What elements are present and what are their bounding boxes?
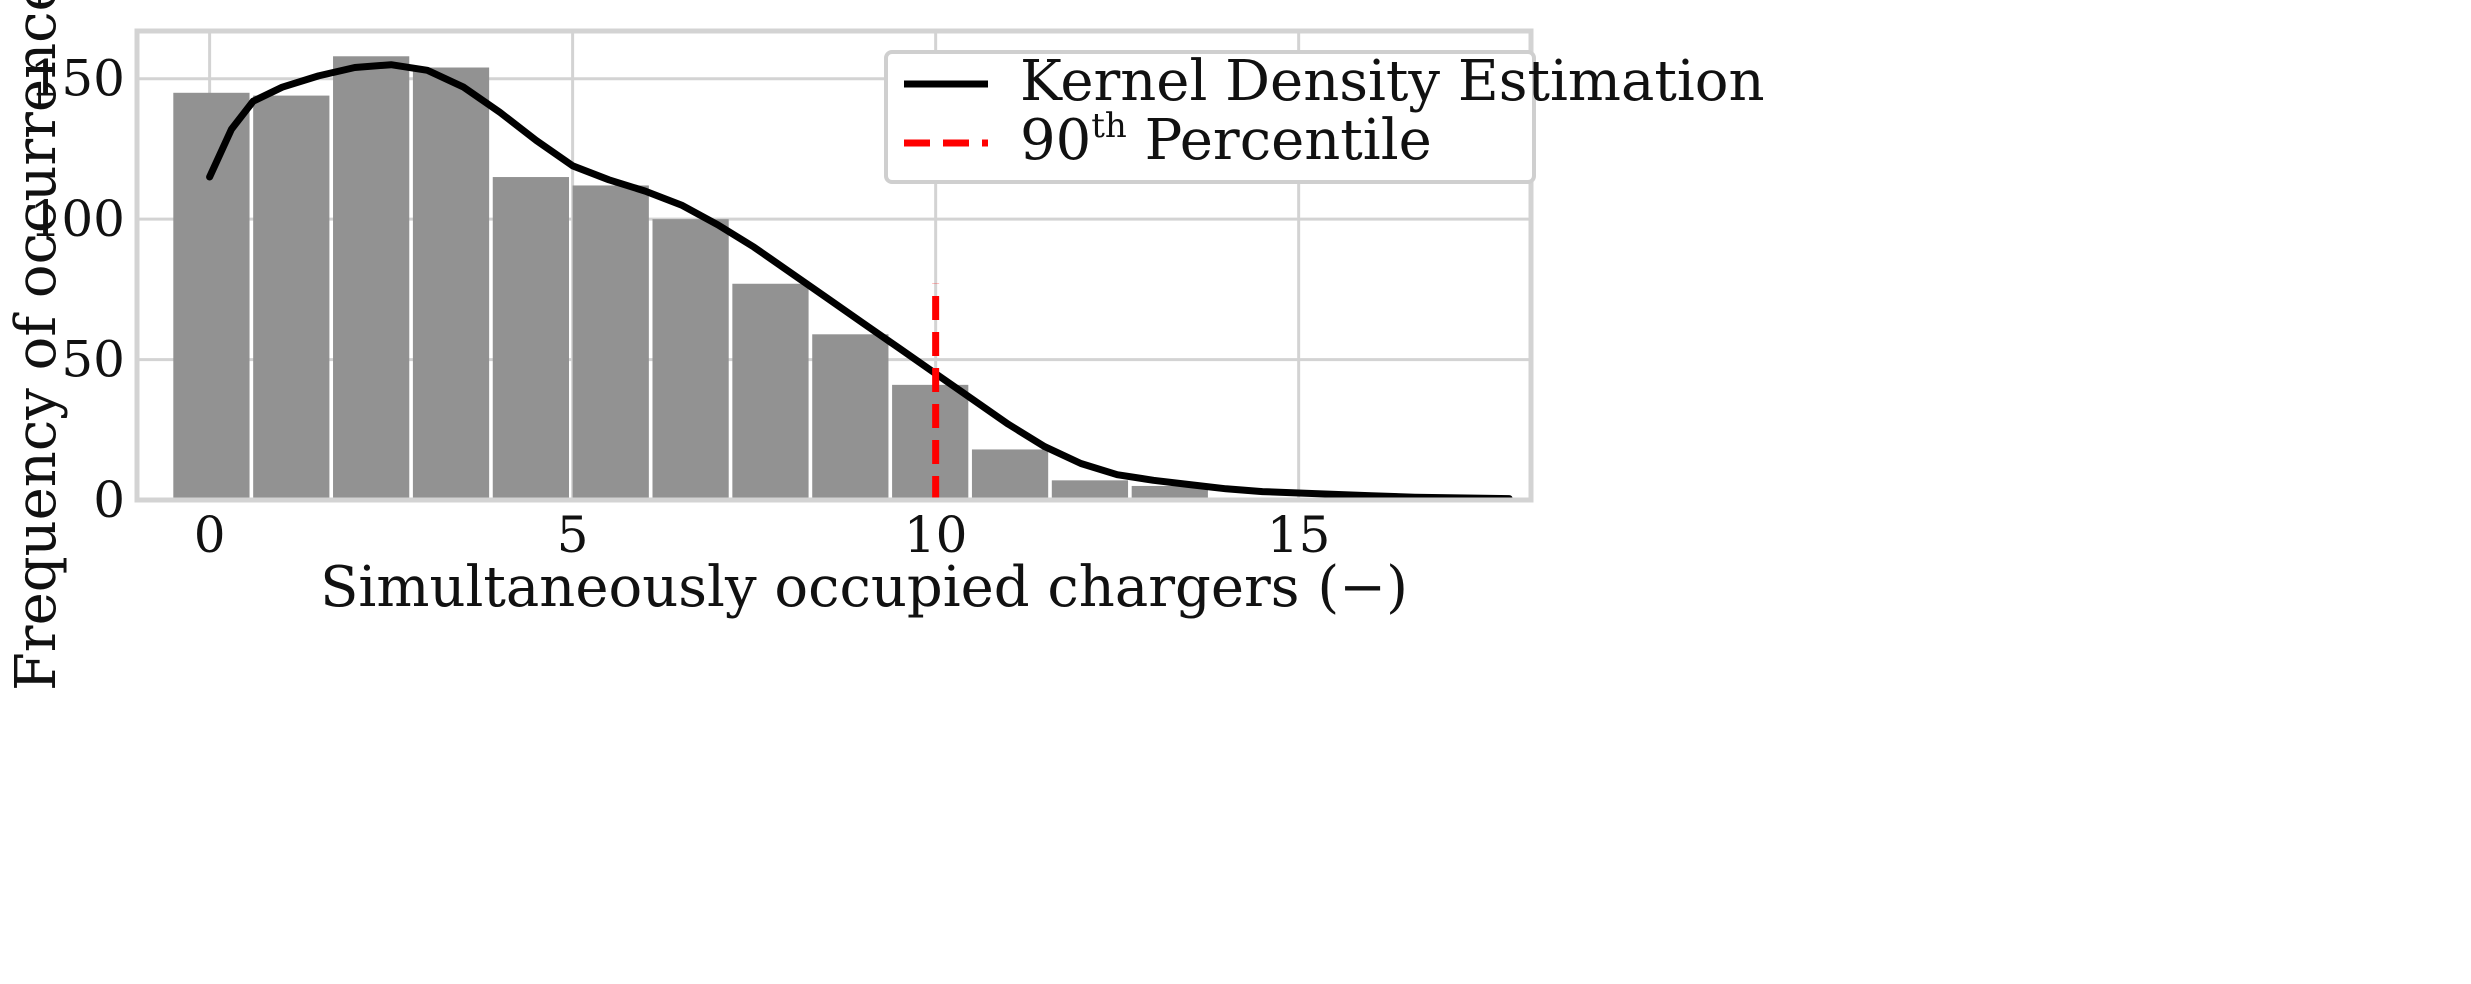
x-axis-label: Simultaneously occupied chargers (−): [320, 555, 1408, 620]
legend-box: [884, 50, 1536, 184]
x-tick-label: 10: [904, 506, 968, 564]
histogram-bar: [173, 92, 250, 501]
y-tick-label: 100: [30, 190, 125, 248]
histogram-bar: [892, 384, 969, 500]
y-tick-labels: 0 50 100 150: [30, 50, 125, 529]
x-tick-label: 5: [557, 506, 589, 564]
legend-kde-label: Kernel Density Estimation: [1020, 49, 1765, 114]
histogram-bar: [1131, 485, 1208, 500]
histogram-bar: [732, 283, 809, 500]
legend: Kernel Density Estimation 90th Percentil…: [884, 49, 1765, 184]
x-tick-label: 0: [194, 506, 226, 564]
legend-percentile-superscript: th: [1091, 106, 1127, 146]
y-tick-label: 50: [61, 331, 125, 389]
x-tick-labels: 0 5 10 15: [194, 506, 1331, 564]
y-tick-label: 150: [30, 50, 125, 108]
histogram-bar: [253, 95, 330, 501]
histogram-bar: [652, 219, 729, 500]
histogram-bar: [971, 449, 1049, 500]
histogram-bar: [333, 56, 410, 500]
x-tick-label: 15: [1267, 506, 1331, 564]
y-tick-label: 0: [93, 471, 125, 529]
histogram-bars: [173, 56, 1208, 501]
series-lines: [206, 61, 1513, 503]
legend-percentile-rest: Percentile: [1127, 108, 1432, 173]
histogram-bar: [412, 67, 490, 501]
plot-frame: [134, 28, 1534, 503]
y-axis-label: Frequency of occurrence (−): [4, 0, 69, 691]
histogram-bar: [492, 177, 569, 500]
histogram-bar: [1051, 480, 1129, 500]
legend-percentile-label: 90th Percentile: [1020, 106, 1432, 173]
kde-line: [206, 61, 1513, 503]
histogram-bar: [572, 185, 649, 501]
histogram-bar: [812, 334, 889, 500]
legend-percentile-number: 90: [1020, 108, 1091, 173]
